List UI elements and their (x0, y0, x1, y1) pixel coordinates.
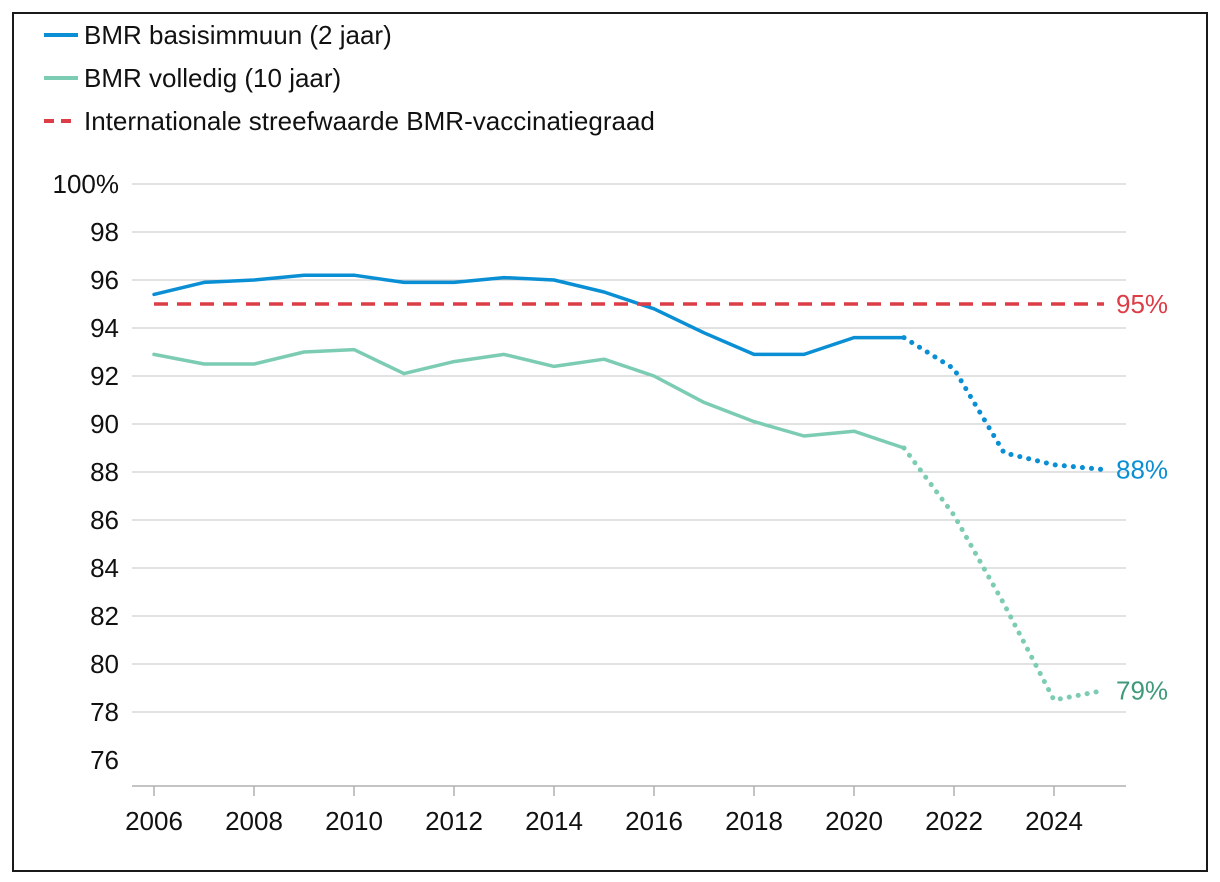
gridlines (132, 183, 1126, 713)
y-tick-label-92: 92 (90, 361, 119, 391)
legend-label-1: BMR volledig (10 jaar) (84, 63, 341, 93)
legend-label-2: Internationale streefwaarde BMR-vaccinat… (84, 106, 655, 136)
series-0-end-label: 88% (1116, 455, 1168, 485)
y-tick-label-94: 94 (90, 313, 119, 343)
legend-item-2: Internationale streefwaarde BMR-vaccinat… (44, 106, 655, 136)
legend-item-0: BMR basisimmuun (2 jaar) (44, 20, 392, 50)
x-tick-label-2020: 2020 (825, 806, 883, 836)
y-tick-label-84: 84 (90, 553, 119, 583)
x-tick-label-2014: 2014 (525, 806, 583, 836)
legend-item-1: BMR volledig (10 jaar) (44, 63, 341, 93)
y-tick-label-82: 82 (90, 601, 119, 631)
chart-frame: 76 78 80 82 84 86 88 90 92 94 96 98 100% 2006 2008 201… (12, 12, 1208, 872)
x-tick-label-2010: 2010 (325, 806, 383, 836)
y-tick-label-78: 78 (90, 697, 119, 727)
y-tick-label-86: 86 (90, 505, 119, 535)
x-tick-label-2006: 2006 (125, 806, 183, 836)
x-tick-label-2016: 2016 (625, 806, 683, 836)
y-tick-label-90: 90 (90, 409, 119, 439)
y-tick-label-100: 100% (53, 169, 120, 199)
y-axis-ticks: 76 78 80 82 84 86 88 90 92 94 96 98 100% (53, 169, 120, 775)
legend-label-0: BMR basisimmuun (2 jaar) (84, 20, 392, 50)
x-tick-label-2008: 2008 (225, 806, 283, 836)
x-tick-label-2022: 2022 (925, 806, 983, 836)
x-tick-label-2024: 2024 (1025, 806, 1083, 836)
series-1-line (152, 347, 906, 450)
x-axis-ticks: 2006 2008 2010 2012 2014 2016 2018 2020 2022 2024 (125, 786, 1083, 836)
series-1-projection-line (901, 445, 1107, 703)
series-1-end-label: 79% (1116, 675, 1168, 705)
y-tick-label-96: 96 (90, 265, 119, 295)
line-chart: 76 78 80 82 84 86 88 90 92 94 96 98 100% 2006 2008 201… (44, 20, 1168, 836)
series-2-end-label: 95% (1116, 289, 1168, 319)
series-0-line (152, 273, 906, 357)
x-tick-label-2012: 2012 (425, 806, 483, 836)
y-tick-label-76: 76 (90, 745, 119, 775)
series-lines (152, 273, 1107, 703)
y-tick-label-98: 98 (90, 217, 119, 247)
end-labels: 88% 79% 95% (1116, 289, 1168, 705)
y-tick-label-88: 88 (90, 457, 119, 487)
y-tick-label-80: 80 (90, 649, 119, 679)
x-tick-label-2018: 2018 (725, 806, 783, 836)
series-0-projection-line (901, 335, 1107, 473)
legend: BMR basisimmuun (2 jaar) BMR volledig (10… (44, 20, 655, 136)
